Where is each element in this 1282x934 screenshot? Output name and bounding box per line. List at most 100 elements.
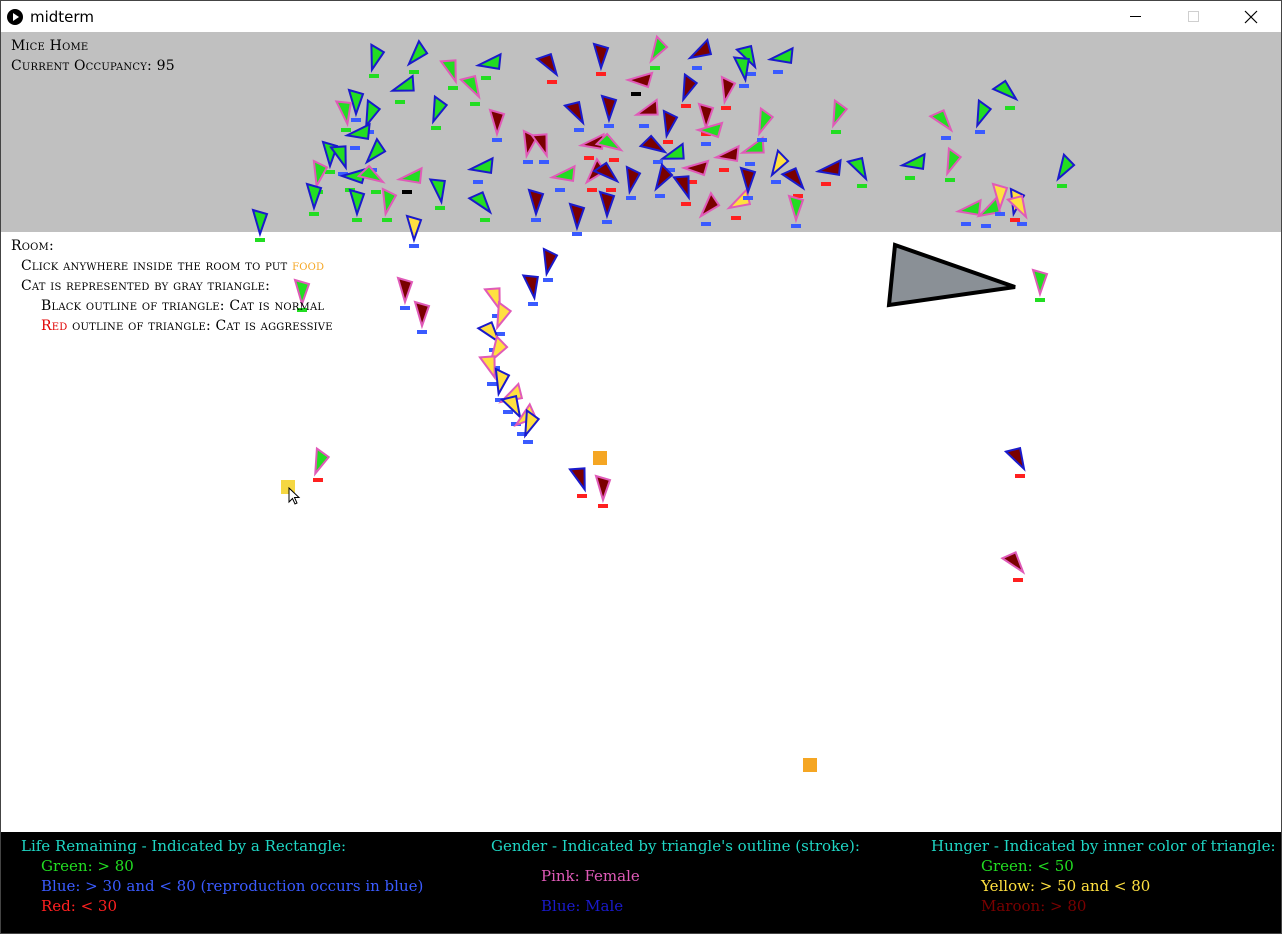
life-bar — [350, 146, 360, 150]
mouse — [313, 446, 331, 482]
mouse-triangle — [381, 187, 398, 218]
mouse — [780, 166, 806, 198]
mouse — [672, 175, 691, 206]
mouse-triangle — [594, 132, 624, 152]
occupancy-value: 95 — [156, 58, 175, 74]
mouse-triangle — [720, 75, 737, 106]
mouse — [975, 98, 993, 134]
maximize-icon — [1187, 11, 1199, 22]
mouse-triangle — [356, 164, 386, 184]
mouse-triangle — [542, 247, 559, 278]
close-button[interactable] — [1222, 1, 1280, 32]
life-bar — [609, 158, 619, 162]
life-bar — [409, 244, 419, 248]
mouse — [347, 88, 365, 122]
occupancy-text: Current Occupancy: 95 — [11, 58, 175, 74]
mouse — [687, 37, 713, 70]
mouse — [898, 152, 926, 180]
mouse — [439, 59, 458, 90]
legend-life-title: Life Remaining - Indicated by a Rectangl… — [21, 837, 347, 855]
mouse-triangle — [1000, 550, 1026, 575]
mouse — [598, 190, 616, 224]
life-bar — [945, 178, 955, 182]
life-bar — [341, 128, 351, 132]
mouse-triangle — [976, 98, 993, 129]
life-bar — [338, 172, 348, 176]
mouse-triangle — [787, 194, 805, 224]
life-bar — [352, 218, 362, 222]
life-bar — [746, 72, 756, 76]
mouse — [1031, 268, 1049, 302]
mouse — [698, 191, 721, 226]
room-area[interactable] — [1, 232, 1281, 832]
life-bar — [692, 66, 702, 70]
mouse — [466, 156, 494, 184]
mouse-cursor-icon — [288, 487, 301, 505]
life-bar — [602, 220, 612, 224]
life-bar — [574, 128, 584, 132]
life-bar — [681, 202, 691, 206]
mouse — [562, 100, 585, 132]
mouse — [406, 39, 429, 74]
life-bar — [492, 314, 502, 318]
mouse-triangle — [527, 188, 545, 218]
legend-panel: Life Remaining - Indicated by a Rectangl… — [1, 832, 1281, 933]
mouse — [568, 202, 586, 236]
mouse — [396, 276, 414, 310]
mouse-triangle — [478, 355, 496, 381]
mouse-triangle — [662, 109, 679, 140]
life-bar — [382, 218, 392, 222]
mouse — [654, 162, 674, 198]
sketch-canvas[interactable] — [1, 32, 1281, 832]
mouse-triangle — [991, 182, 1009, 212]
mouse — [594, 474, 612, 508]
mouse — [633, 98, 659, 128]
life-bar — [821, 182, 831, 186]
mouse-triangle — [476, 320, 502, 345]
mouse-triangle — [898, 152, 926, 170]
mouse-triangle — [347, 88, 365, 118]
mouse-triangle — [1005, 194, 1028, 220]
mouse — [329, 145, 348, 176]
mouse-triangle — [488, 108, 506, 138]
mouse — [726, 187, 752, 220]
mouse-triangle — [845, 156, 868, 182]
life-bar — [547, 80, 557, 84]
mouse-triangle — [625, 165, 642, 196]
life-bar — [555, 188, 565, 192]
mouse-triangle — [598, 190, 616, 220]
life-bar — [598, 504, 608, 508]
mouse-triangle — [654, 162, 674, 192]
legend-hunger-green: Green: < 50 — [981, 857, 1074, 875]
mouse-triangle — [814, 158, 842, 176]
mouse — [548, 164, 576, 192]
mouse — [720, 75, 737, 110]
mouse-triangle — [548, 164, 576, 182]
mouse — [395, 166, 423, 194]
title-bar[interactable]: midterm — [1, 1, 1281, 32]
mouse — [334, 100, 352, 132]
mouse — [1005, 194, 1028, 226]
mouse-triangle — [766, 46, 794, 64]
mouse-triangle — [562, 100, 585, 126]
mouse — [739, 136, 765, 166]
minimize-button[interactable] — [1106, 1, 1164, 32]
legend-life-blue: Blue: > 30 and < 80 (reproduction occurs… — [41, 877, 424, 895]
mouse-triangle — [389, 74, 415, 92]
life-bar — [400, 306, 410, 310]
mouse-triangle — [600, 94, 618, 124]
mouse-triangle — [432, 94, 449, 125]
maximize-button[interactable] — [1164, 1, 1222, 32]
mouse — [483, 287, 502, 318]
room-instruction: Click anywhere inside the room to put fo… — [21, 258, 324, 274]
mouse-triangle — [314, 446, 331, 477]
mouse-triangle — [568, 202, 586, 232]
legend-gender-pink: Pink: Female — [541, 867, 640, 885]
life-bar — [771, 180, 781, 184]
life-bar — [995, 212, 1005, 216]
life-bar — [309, 212, 319, 216]
mouse — [413, 300, 431, 334]
mouse-triangle — [496, 300, 513, 331]
mouse — [535, 52, 559, 84]
mouse — [527, 188, 545, 222]
